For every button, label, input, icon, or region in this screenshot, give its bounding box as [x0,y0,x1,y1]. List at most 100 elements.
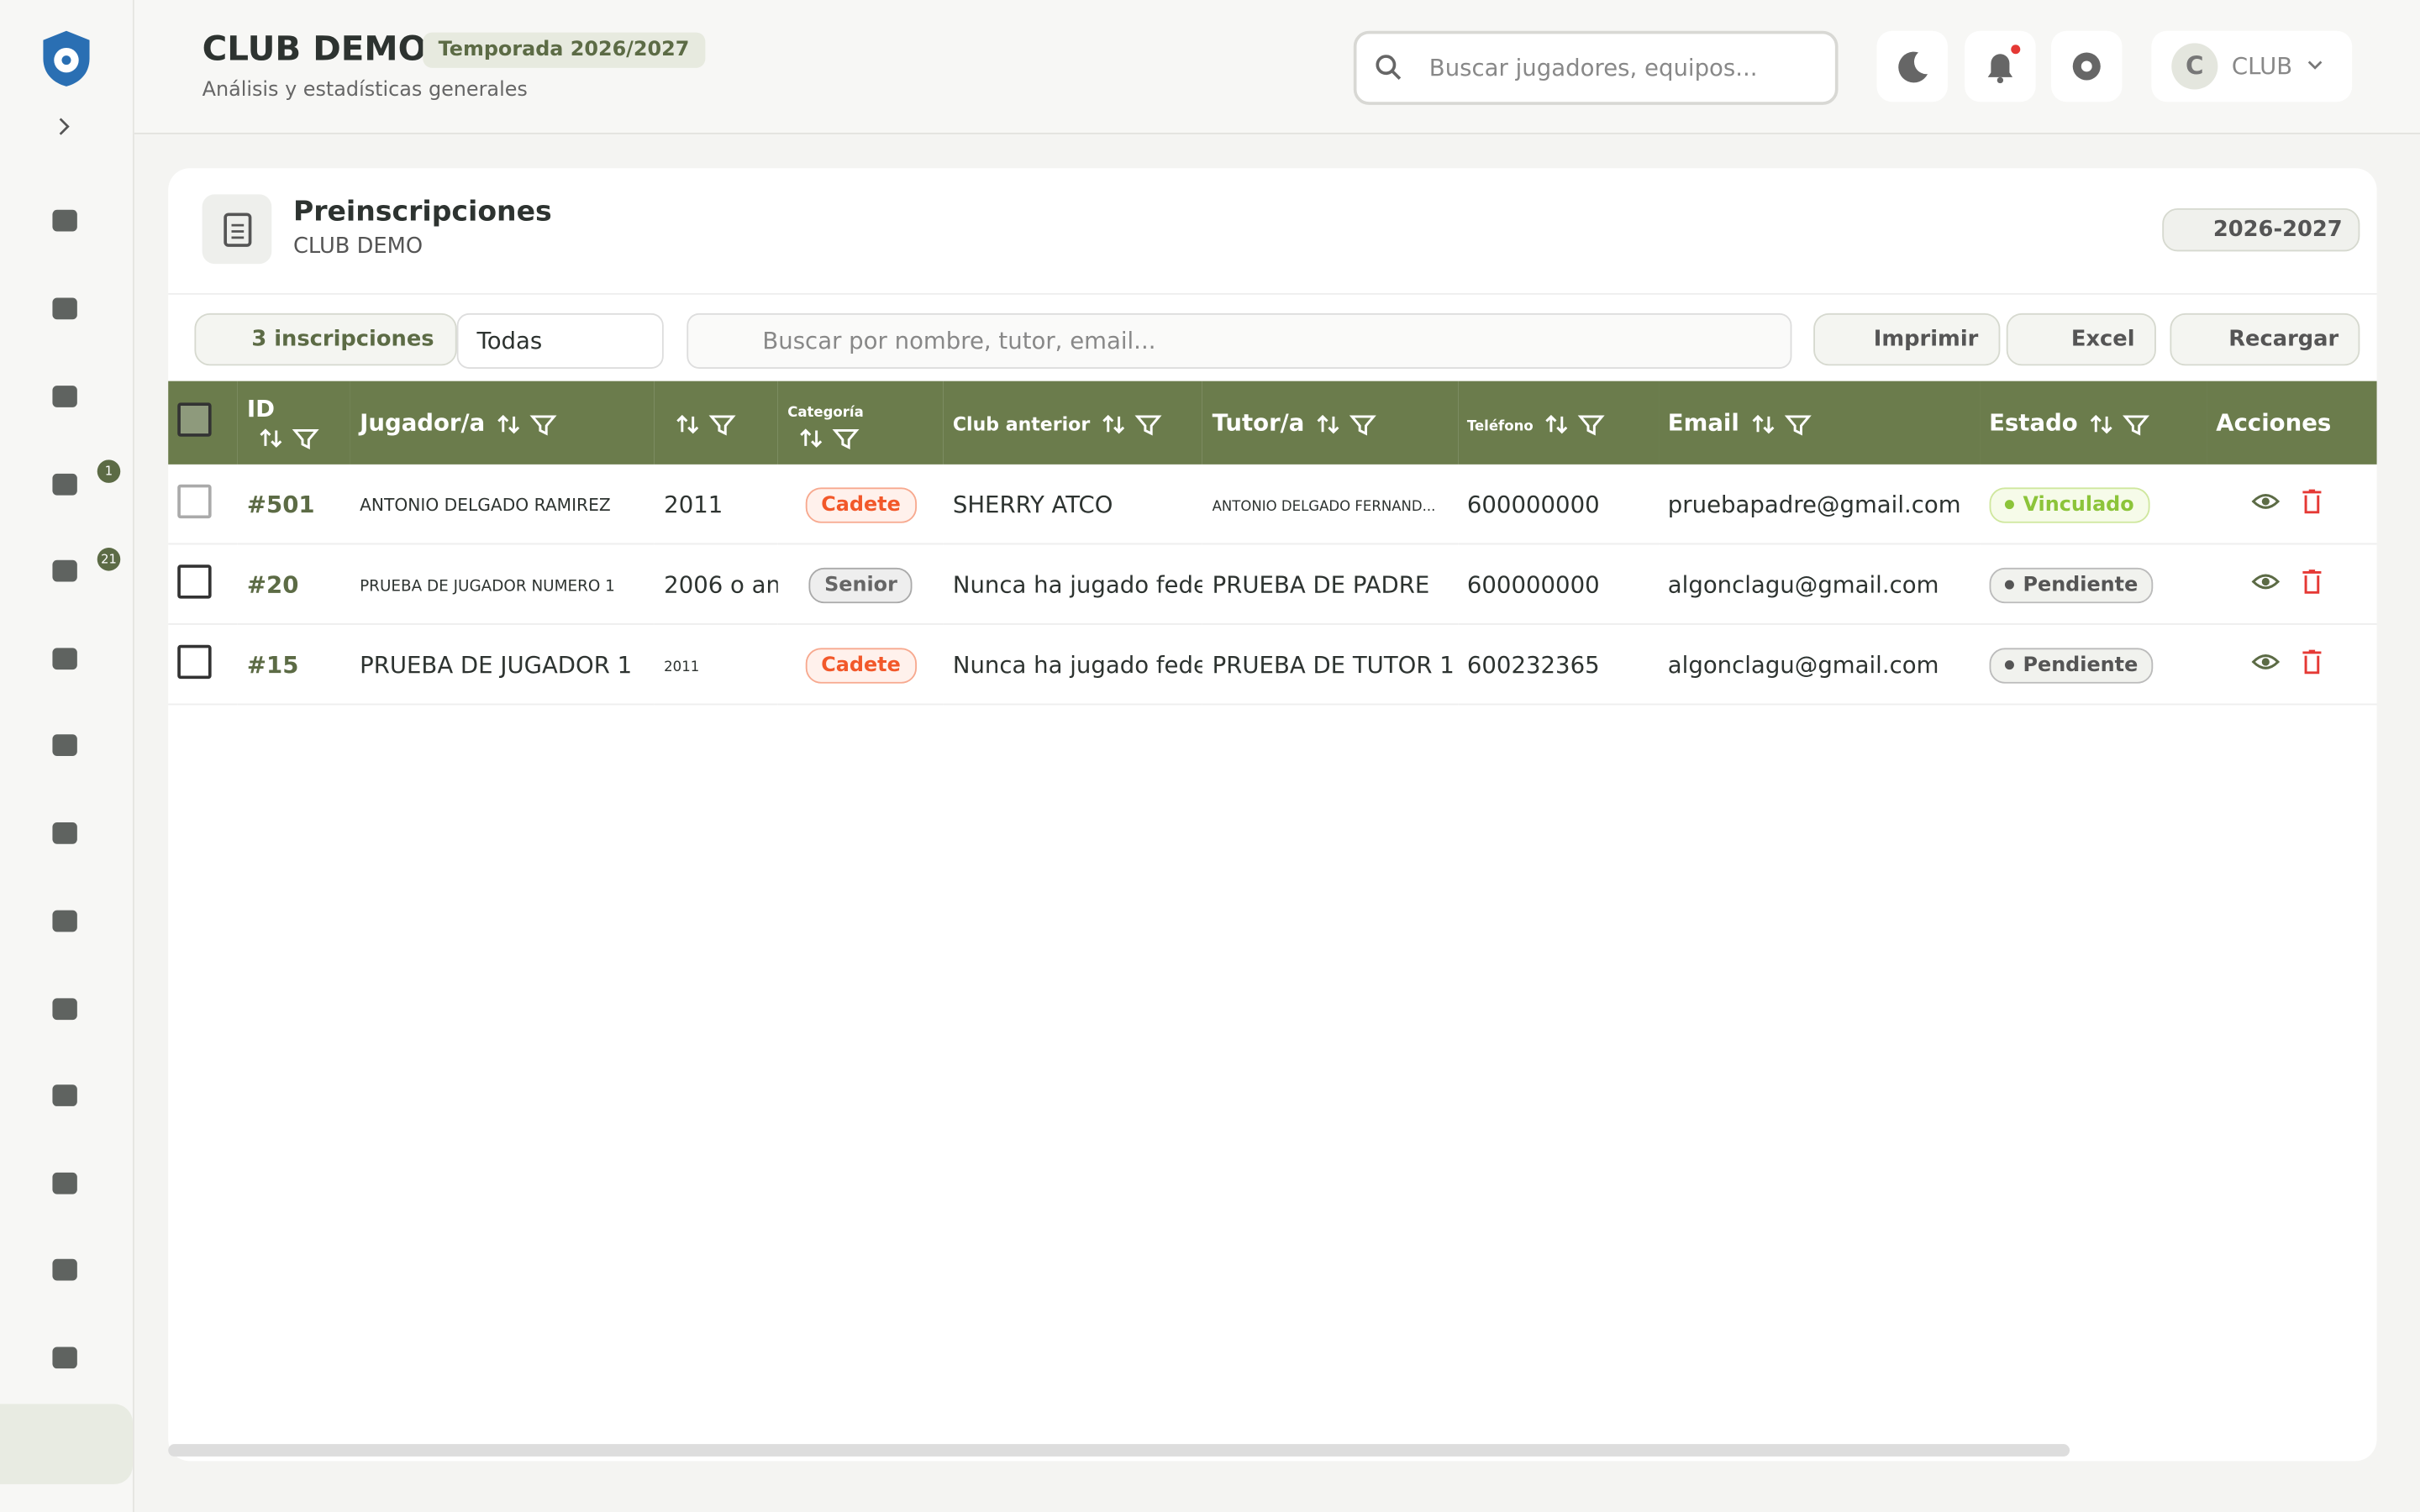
cell: PRUEBA DE JUGADOR 1 [350,623,655,706]
cell: PRUEBA DE TUTOR 1 [1202,623,1458,706]
logo [43,30,90,87]
header-label: Jugador/a [360,408,486,437]
sidebar: 1 21 [0,0,134,1512]
column-header [655,381,779,465]
nav-icon[interactable] [48,904,82,937]
row-select[interactable] [168,623,238,706]
nav-icon[interactable] [48,1252,82,1286]
cell: #20 [237,543,351,625]
status-tag: Vinculado [1989,486,2150,522]
cell-text: ANTONIO DELGADO FERNAND... [1212,499,1436,515]
topbar: CLUB DEMO Temporada 2026/2027 Análisis y… [134,0,2420,134]
cell: Nunca ha jugado federado/a [943,543,1203,625]
row-select[interactable] [168,464,238,545]
theme-button[interactable] [1876,30,1948,102]
category-tag: Senior [808,566,913,603]
nav-icon[interactable] [48,380,82,413]
cell: Vinculado [1980,464,2207,545]
select-all[interactable] [168,381,238,465]
nav-icon[interactable] [48,992,82,1026]
cell-text: ANTONIO DELGADO RAMIREZ [360,494,611,515]
cell-text: pruebapadre@gmail.com [1667,490,1961,518]
year-badge[interactable]: 2026-2027 [2162,207,2360,252]
cell: 600000000 [1457,464,1659,545]
header-label: Club anterior [952,413,1091,435]
user-menu[interactable]: C CLUB [2151,30,2353,102]
badge: 21 [97,548,121,571]
excel-button[interactable]: Excel [2006,312,2157,366]
season-badge: Temporada 2026/2027 [423,32,705,68]
status-tag: Pendiente [1989,566,2154,603]
cell: Pendiente [1980,623,2207,706]
cell-text: Nunca ha jugado federado/a [952,650,1203,679]
header-label: Acciones [2216,408,2332,437]
category-tag: Cadete [805,486,917,522]
cell-text: PRUEBA DE JUGADOR NUMERO 1 [360,577,615,596]
print-button[interactable]: Imprimir [1813,312,2001,366]
nav-icon[interactable] [48,468,82,501]
cell-text: PRUEBA DE TUTOR 1 [1212,650,1455,679]
nav-icon[interactable] [48,203,82,237]
user-name: CLUB [2231,52,2293,81]
cell: algonclagu@gmail.com [1658,623,1981,706]
notifications-button[interactable] [1965,30,2036,102]
table-row: #15 PRUEBA DE JUGADOR 1 2011 Cadete Nunca ha… [168,623,2377,706]
cell: pruebapadre@gmail.com [1658,464,1981,545]
nav-icon[interactable] [48,554,82,587]
status-tag: Pendiente [1989,647,2154,683]
table-row: #501 ANTONIO DELGADO RAMIREZ 2011 Cadete SHE… [168,464,2377,545]
cell: 2011 [655,623,779,706]
search-placeholder: Buscar por nombre, tutor, email... [762,327,1156,355]
scrollbar[interactable] [168,1444,2070,1457]
column-header: ID [237,381,351,465]
actions [2207,543,2377,625]
cell: algonclagu@gmail.com [1658,543,1981,625]
nav-icon[interactable] [48,1341,82,1374]
row-select[interactable] [168,543,238,625]
header-row: ID Jugador/a Categoría Club anterior Tutor/a… [168,381,2377,465]
avatar: C [2171,43,2218,90]
filter-select[interactable]: Todas [456,312,664,369]
expand-toggle[interactable] [55,118,74,136]
cell: Cadete [778,464,944,545]
nav-icon[interactable] [48,642,82,675]
cell: Nunca ha jugado federado/a [943,623,1203,706]
cell-text: SHERRY ATCO [952,490,1113,518]
cell: 2006 o ant... [655,543,779,625]
active-item[interactable] [0,1404,133,1484]
header-label: Email [1667,408,1739,437]
nav-icon[interactable] [48,816,82,850]
column-header: Tutor/a [1202,381,1458,465]
column-header: Teléfono [1457,381,1659,465]
column-header: Email [1658,381,1981,465]
category-tag: Cadete [805,647,917,683]
cell-text: 2011 [664,659,700,675]
cell: #15 [237,623,351,706]
nav-icon[interactable] [48,291,82,325]
page-title: CLUB DEMO [202,30,427,70]
column-header: Jugador/a [350,381,655,465]
table-row: #20 PRUEBA DE JUGADOR NUMERO 1 2006 o ant.… [168,543,2377,625]
cell: PRUEBA DE PADRE [1202,543,1458,625]
count-pill: 3 inscripciones [194,312,458,366]
cell-text: Nunca ha jugado federado/a [952,570,1203,598]
badge: 1 [97,459,121,483]
reload-button[interactable]: Recargar [2170,312,2360,366]
global-search[interactable]: Buscar jugadores, equipos... [1353,30,1839,105]
settings-button[interactable] [2051,30,2123,102]
column-header: Estado [1980,381,2207,465]
cell-text: 2006 o ant... [664,570,778,598]
nav-icon[interactable] [48,1079,82,1112]
actions [2207,464,2377,545]
header-label: ID [246,395,276,423]
page-subtitle: Análisis y estadísticas generales [202,78,528,102]
cell-text: 600000000 [1466,570,1600,598]
nav-icon[interactable] [48,1167,82,1200]
nav-icon[interactable] [48,728,82,762]
cell: #501 [237,464,351,545]
card-title: Preinscripciones [292,196,552,228]
cell-text: PRUEBA DE JUGADOR 1 [360,650,633,679]
table-search[interactable]: Buscar por nombre, tutor, email... [687,312,1792,369]
header-label: Teléfono [1466,419,1534,435]
